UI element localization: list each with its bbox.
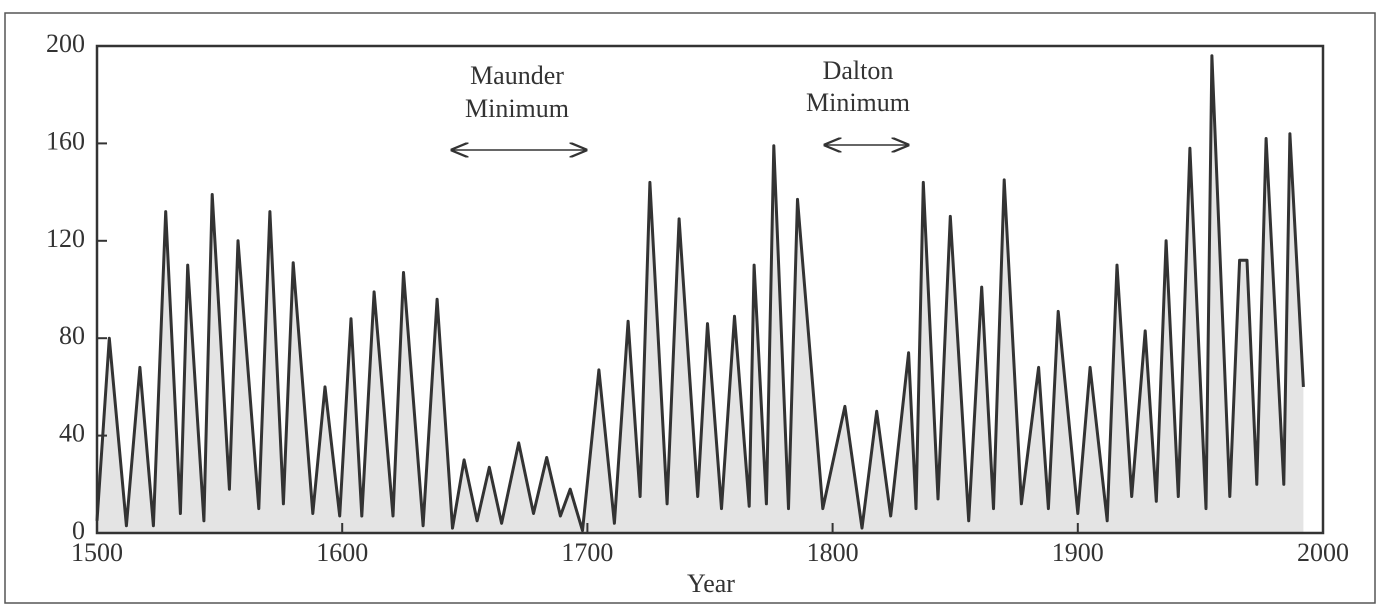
x-tick-label: 1900 (1052, 538, 1104, 567)
x-tick-label: 2000 (1297, 538, 1349, 567)
line (95, 54, 1305, 533)
x-tick-label: 1700 (561, 538, 613, 567)
y-tick-label: 120 (46, 224, 85, 253)
x-tick-label: 1800 (807, 538, 859, 567)
annotation: Maunder (470, 61, 564, 90)
x-tick-label: 1600 (316, 538, 368, 567)
x-tick-label: 1500 (71, 538, 123, 567)
y-tick-label: 40 (59, 419, 85, 448)
annotation: Dalton (823, 56, 894, 85)
y-tick-label: 0 (72, 516, 85, 545)
y-tick-label: 80 (59, 321, 85, 350)
x-axis-label: Year (687, 569, 735, 598)
y-tick-label: 160 (46, 126, 85, 155)
outer-frame (4, 12, 1376, 604)
annotation: Minimum (806, 88, 910, 117)
plot-frame (95, 44, 1325, 535)
y-tick-label: 200 (46, 29, 85, 58)
annotation: Minimum (465, 94, 569, 123)
